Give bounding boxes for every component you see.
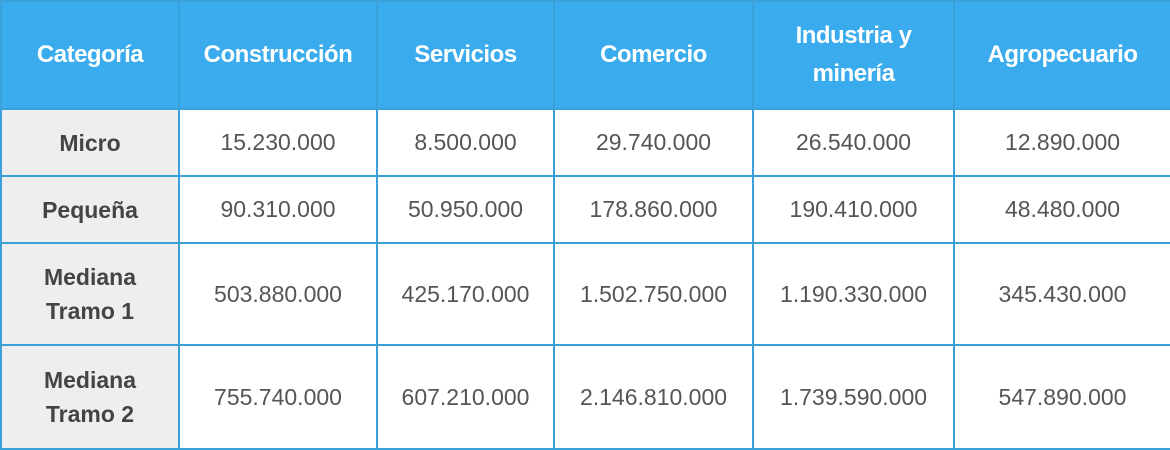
table-cell: 90.310.000	[178, 175, 378, 244]
table-cell: 26.540.000	[752, 108, 955, 177]
table-cell: 50.950.000	[376, 175, 555, 244]
column-header-construccion: Construcción	[178, 0, 378, 110]
table-row: Pequeña 90.310.000 50.950.000 178.860.00…	[0, 175, 1170, 244]
column-header-industria-mineria: Industria y minería	[752, 0, 955, 110]
table-cell: 547.890.000	[953, 344, 1170, 450]
column-header-agropecuario: Agropecuario	[953, 0, 1170, 110]
header-row: Categoría Construcción Servicios Comerci…	[0, 0, 1170, 110]
table-cell: 178.860.000	[553, 175, 754, 244]
table-cell: 190.410.000	[752, 175, 955, 244]
row-header-pequena: Pequeña	[0, 175, 180, 244]
column-header-categoria: Categoría	[0, 0, 180, 110]
table-row: Mediana Tramo 1 503.880.000 425.170.000 …	[0, 242, 1170, 346]
table-cell: 503.880.000	[178, 242, 378, 346]
column-header-comercio: Comercio	[553, 0, 754, 110]
table-cell: 607.210.000	[376, 344, 555, 450]
table-cell: 15.230.000	[178, 108, 378, 177]
table-cell: 8.500.000	[376, 108, 555, 177]
table-row: Micro 15.230.000 8.500.000 29.740.000 26…	[0, 108, 1170, 177]
table-row: Mediana Tramo 2 755.740.000 607.210.000 …	[0, 344, 1170, 450]
table-cell: 1.190.330.000	[752, 242, 955, 346]
table-cell: 2.146.810.000	[553, 344, 754, 450]
row-header-mediana-tramo-1: Mediana Tramo 1	[0, 242, 180, 346]
table-cell: 1.739.590.000	[752, 344, 955, 450]
column-header-servicios: Servicios	[376, 0, 555, 110]
table-cell: 755.740.000	[178, 344, 378, 450]
row-header-micro: Micro	[0, 108, 180, 177]
table-cell: 29.740.000	[553, 108, 754, 177]
table-cell: 12.890.000	[953, 108, 1170, 177]
table-cell: 345.430.000	[953, 242, 1170, 346]
table-cell: 425.170.000	[376, 242, 555, 346]
table-cell: 48.480.000	[953, 175, 1170, 244]
table-body: Micro 15.230.000 8.500.000 29.740.000 26…	[0, 108, 1170, 450]
table-cell: 1.502.750.000	[553, 242, 754, 346]
row-header-mediana-tramo-2: Mediana Tramo 2	[0, 344, 180, 450]
table-header: Categoría Construcción Servicios Comerci…	[0, 0, 1170, 110]
